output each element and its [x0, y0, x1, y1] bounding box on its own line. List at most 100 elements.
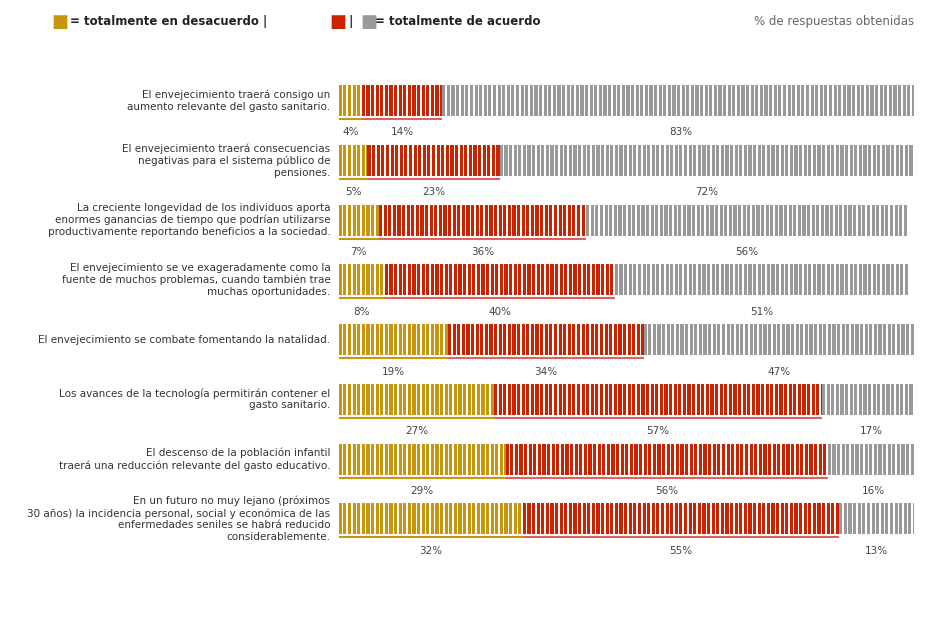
Bar [844, 265, 847, 296]
Bar [631, 204, 635, 235]
Bar [682, 204, 685, 235]
Bar [616, 85, 619, 116]
Bar [894, 204, 896, 235]
Bar [890, 145, 894, 176]
Bar [599, 204, 603, 235]
Bar [348, 204, 350, 235]
Bar [402, 504, 406, 535]
Bar [516, 384, 520, 415]
Bar [643, 324, 646, 355]
Bar [550, 504, 553, 535]
Bar [535, 324, 538, 355]
Bar [895, 145, 898, 176]
Bar [564, 504, 566, 535]
Bar [701, 384, 704, 415]
Bar [521, 324, 525, 355]
Bar [513, 504, 516, 535]
Bar [507, 324, 511, 355]
Bar [697, 504, 700, 535]
Bar [590, 384, 593, 415]
Bar [597, 443, 600, 474]
Bar [467, 265, 470, 296]
Bar [864, 324, 867, 355]
Bar [891, 324, 895, 355]
Bar [653, 443, 655, 474]
Bar [841, 443, 844, 474]
Bar [407, 384, 411, 415]
Bar [545, 504, 549, 535]
Bar [766, 145, 769, 176]
Bar [655, 504, 659, 535]
Bar [569, 443, 573, 474]
Bar [860, 85, 863, 116]
Bar [539, 85, 541, 116]
Bar [714, 204, 717, 235]
Bar [673, 384, 676, 415]
Bar [730, 324, 733, 355]
Bar [486, 384, 489, 415]
Bar [880, 204, 883, 235]
Bar [673, 204, 676, 235]
Bar [599, 384, 603, 415]
Bar [636, 324, 640, 355]
Bar [798, 145, 801, 176]
Bar [688, 265, 691, 296]
Text: 7%: 7% [350, 247, 367, 257]
Bar [850, 443, 853, 474]
Text: |: | [345, 16, 353, 28]
Bar [898, 204, 901, 235]
Bar [794, 324, 798, 355]
Bar [734, 265, 737, 296]
Bar [674, 504, 677, 535]
Bar [627, 204, 630, 235]
Bar [862, 265, 866, 296]
Bar [812, 145, 815, 176]
Text: = totalmente de acuerdo: = totalmente de acuerdo [375, 16, 540, 28]
Bar [722, 85, 726, 116]
Bar [540, 504, 544, 535]
Bar [458, 504, 461, 535]
Bar [398, 384, 401, 415]
Bar [394, 85, 397, 116]
Bar [357, 204, 360, 235]
Bar [734, 504, 737, 535]
Bar [766, 265, 769, 296]
Bar [905, 443, 908, 474]
Bar [409, 145, 412, 176]
Bar [471, 324, 474, 355]
Bar [692, 384, 694, 415]
Bar [631, 384, 635, 415]
Bar [774, 204, 777, 235]
Bar [386, 145, 388, 176]
Bar [460, 85, 464, 116]
Bar [536, 145, 540, 176]
Bar [803, 265, 806, 296]
Bar [854, 265, 857, 296]
Bar [559, 265, 562, 296]
Bar [490, 265, 493, 296]
Bar [586, 324, 589, 355]
Bar [416, 504, 420, 535]
Bar [817, 145, 819, 176]
Bar [603, 324, 607, 355]
Bar [900, 443, 904, 474]
Bar [612, 85, 616, 116]
Bar [891, 443, 895, 474]
Bar [770, 504, 774, 535]
Bar [775, 265, 779, 296]
Bar [553, 204, 556, 235]
Bar [489, 204, 492, 235]
Bar [855, 443, 857, 474]
Bar [911, 85, 914, 116]
Bar [666, 443, 669, 474]
Bar [754, 443, 756, 474]
Bar [735, 324, 738, 355]
Bar [439, 504, 443, 535]
Bar [681, 85, 684, 116]
Bar [435, 324, 438, 355]
Bar [601, 504, 603, 535]
Bar [674, 145, 677, 176]
Bar [434, 204, 437, 235]
Bar [875, 204, 878, 235]
Bar [568, 145, 571, 176]
